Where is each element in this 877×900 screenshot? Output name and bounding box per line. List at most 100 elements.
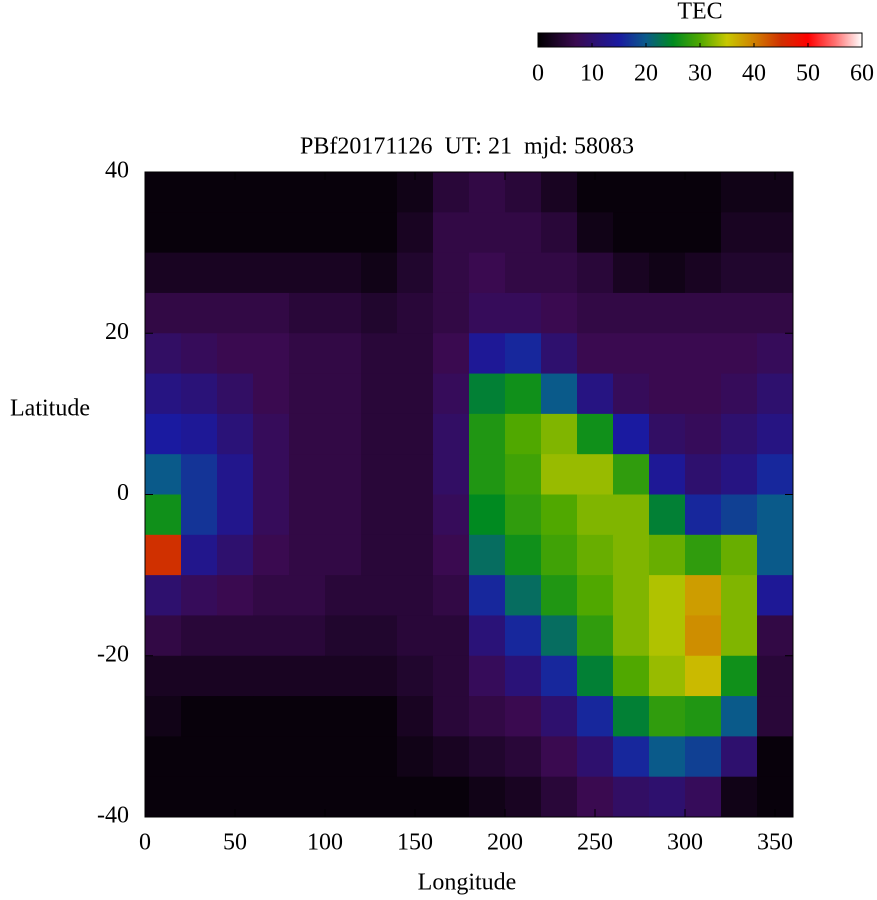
heatmap-cell <box>613 696 650 737</box>
heatmap-cell <box>217 333 254 375</box>
heatmap-cell <box>649 454 686 495</box>
heatmap-cell <box>253 252 290 294</box>
heatmap-cell <box>181 736 218 778</box>
heatmap-cell <box>757 413 794 455</box>
heatmap-cell <box>541 292 578 334</box>
heatmap-cell <box>685 575 722 616</box>
heatmap-cell <box>685 413 722 455</box>
heatmap-cell <box>505 454 542 495</box>
heatmap-cell <box>685 736 722 778</box>
heatmap-cell <box>577 534 614 576</box>
heatmap-cell <box>289 696 326 737</box>
heatmap-cell <box>433 212 470 254</box>
heatmap-cell <box>469 252 506 294</box>
heatmap-cell <box>145 776 182 818</box>
heatmap-cell <box>433 534 470 576</box>
heatmap-cell <box>721 212 758 254</box>
heatmap-cell <box>757 373 794 415</box>
heatmap-cell <box>145 252 182 294</box>
heatmap-cell <box>181 655 218 697</box>
heatmap-cell <box>217 212 254 254</box>
heatmap-cell <box>469 172 506 213</box>
colorbar-label: TEC <box>677 0 722 25</box>
heatmap-cell <box>433 696 470 737</box>
heatmap-cell <box>541 373 578 415</box>
heatmap-cell <box>505 655 542 697</box>
heatmap-cell <box>541 534 578 576</box>
colorbar-tick-label: 0 <box>532 61 544 87</box>
heatmap-cell <box>289 494 326 536</box>
heatmap-cell <box>505 252 542 294</box>
x-tick-label: 200 <box>487 830 523 856</box>
heatmap-cell <box>289 373 326 415</box>
heatmap-cell <box>181 212 218 254</box>
heatmap-cell <box>145 454 182 495</box>
heatmap-cell <box>649 212 686 254</box>
heatmap-cell <box>361 736 398 778</box>
heatmap-cell <box>325 534 362 576</box>
heatmap-cell <box>361 373 398 415</box>
heatmap-cell <box>613 212 650 254</box>
heatmap-cell <box>649 172 686 213</box>
heatmap-cell <box>217 252 254 294</box>
heatmap-cell <box>685 212 722 254</box>
heatmap-cell <box>613 333 650 375</box>
heatmap-cell <box>685 454 722 495</box>
heatmap-cell <box>577 333 614 375</box>
heatmap-cell <box>613 776 650 818</box>
x-axis-label: Longitude <box>418 870 517 896</box>
heatmap-cell <box>541 696 578 737</box>
heatmap-cell <box>325 212 362 254</box>
heatmap-cell <box>721 373 758 415</box>
heatmap-cell <box>757 292 794 334</box>
y-axis-label: Latitude <box>10 396 90 422</box>
colorbar-tick-label: 20 <box>634 61 658 87</box>
heatmap-cell <box>289 575 326 616</box>
heatmap-cell <box>181 776 218 818</box>
heatmap-cell <box>757 655 794 697</box>
heatmap-cell <box>145 413 182 455</box>
heatmap-cell <box>469 615 506 657</box>
heatmap-cell <box>325 172 362 213</box>
heatmap-cell <box>541 655 578 697</box>
heatmap-cell <box>577 736 614 778</box>
heatmap-cell <box>325 615 362 657</box>
heatmap-cell <box>289 534 326 576</box>
heatmap-cell <box>361 333 398 375</box>
heatmap-cell <box>289 736 326 778</box>
heatmap-cell <box>757 736 794 778</box>
heatmap-cell <box>577 696 614 737</box>
heatmap-cell <box>181 696 218 737</box>
heatmap-cell <box>649 776 686 818</box>
x-tick-label: 100 <box>307 830 343 856</box>
heatmap-cell <box>757 534 794 576</box>
heatmap-cell <box>685 696 722 737</box>
heatmap-cell <box>685 534 722 576</box>
heatmap-cell <box>577 212 614 254</box>
heatmap-cell <box>181 333 218 375</box>
heatmap-cell <box>433 172 470 213</box>
x-tick-label: 300 <box>667 830 703 856</box>
heatmap-cell <box>325 252 362 294</box>
heatmap-cell <box>721 292 758 334</box>
heatmap-cell <box>289 615 326 657</box>
heatmap-cell <box>145 373 182 415</box>
heatmap-cell <box>325 373 362 415</box>
heatmap-cell <box>145 333 182 375</box>
heatmap-cell <box>433 615 470 657</box>
heatmap-cell <box>253 736 290 778</box>
heatmap-cell <box>181 534 218 576</box>
heatmap-cell <box>685 252 722 294</box>
heatmap-cell <box>469 333 506 375</box>
heatmap-cell <box>325 696 362 737</box>
colorbar-tick-label: 40 <box>742 61 766 87</box>
heatmap-cell <box>361 413 398 455</box>
y-tick-label: -40 <box>97 803 129 829</box>
heatmap-cell <box>649 696 686 737</box>
heatmap-cell <box>325 575 362 616</box>
heatmap-cell <box>361 252 398 294</box>
y-tick-label: -20 <box>97 641 129 667</box>
heatmap-cell <box>469 696 506 737</box>
heatmap-cell <box>469 454 506 495</box>
heatmap-cell <box>361 534 398 576</box>
